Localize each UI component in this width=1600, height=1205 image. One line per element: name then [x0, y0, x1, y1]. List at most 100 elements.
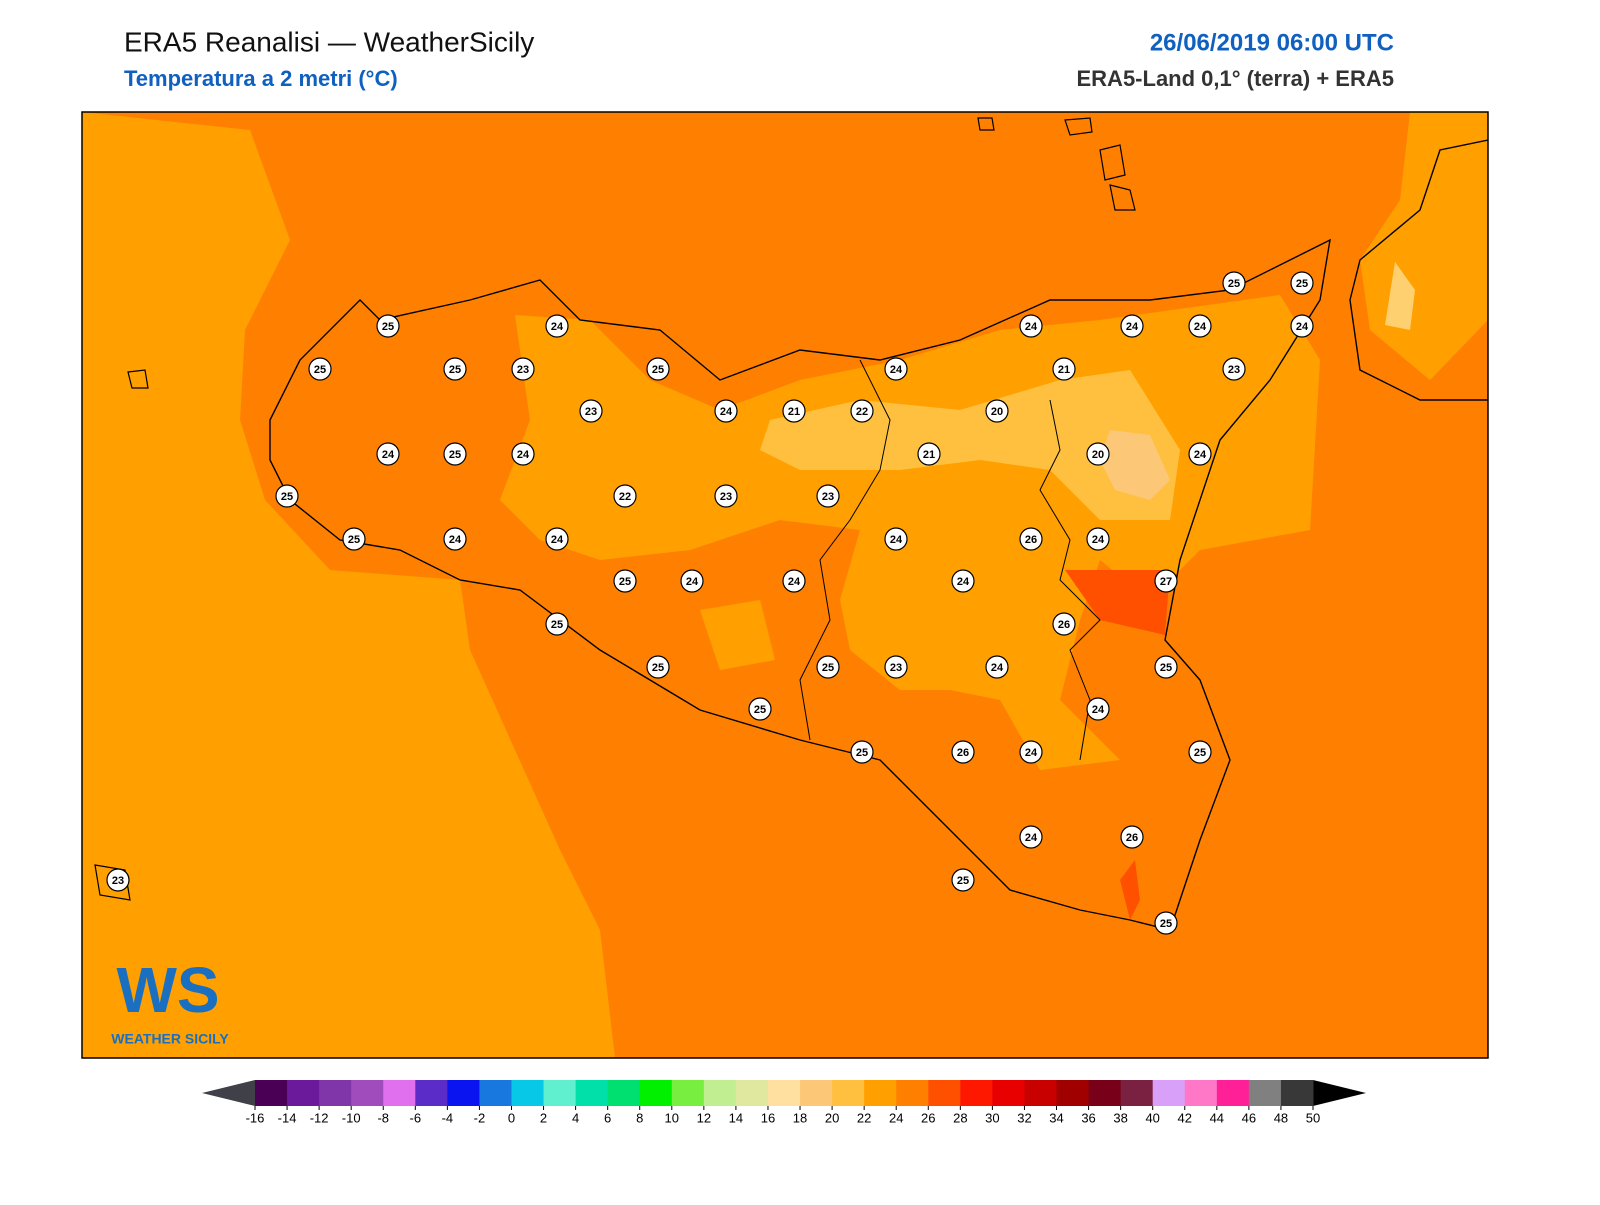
- station-value: 24: [1025, 832, 1038, 844]
- colorbar-tick-label: 48: [1274, 1110, 1288, 1125]
- station-value: 25: [449, 364, 461, 376]
- station: 24: [1290, 314, 1314, 338]
- station-marker: [1019, 314, 1043, 338]
- station-value: 24: [1296, 321, 1309, 333]
- station-value: 25: [314, 364, 326, 376]
- colorbar-tick-label: 20: [825, 1110, 839, 1125]
- station-value: 25: [449, 449, 461, 461]
- station-value: 24: [686, 576, 699, 588]
- station: 23: [579, 399, 603, 423]
- station-marker: [545, 612, 569, 636]
- colorbar-box: [896, 1080, 929, 1106]
- station: 24: [545, 527, 569, 551]
- station: 25: [1154, 655, 1178, 679]
- map: 25 24 25 25 23 25 23 24 21 22 24 20 24 21 24 24 25 25 24 23…: [81, 111, 1489, 1059]
- station: 24: [1120, 314, 1144, 338]
- colorbar-box: [447, 1080, 480, 1106]
- colorbar-box: [255, 1080, 288, 1106]
- colorbar-box: [1184, 1080, 1218, 1106]
- station-marker: [1120, 314, 1144, 338]
- station: 26: [1052, 612, 1076, 636]
- colorbar-tick-label: 2: [540, 1110, 547, 1125]
- station-marker: [545, 314, 569, 338]
- station: 25: [1222, 271, 1246, 295]
- station-value: 25: [1194, 747, 1206, 759]
- station: 23: [714, 484, 738, 508]
- colorbar-box: [671, 1080, 705, 1106]
- station: 23: [511, 357, 535, 381]
- station-value: 23: [517, 364, 529, 376]
- station-value: 21: [788, 406, 800, 418]
- station: 20: [985, 399, 1009, 423]
- colorbar-box: [735, 1080, 769, 1106]
- station-marker: [1120, 825, 1144, 849]
- colorbar-box: [832, 1080, 865, 1106]
- station-value: 24: [1092, 534, 1105, 546]
- station: 24: [376, 442, 400, 466]
- station-value: 25: [1160, 662, 1172, 674]
- colorbar-box: [1056, 1080, 1090, 1106]
- station-marker: [1154, 911, 1178, 935]
- station: 24: [511, 442, 535, 466]
- station-marker: [1188, 314, 1212, 338]
- stations: 25 24 25 25 23 25 23 24 21 22 24 20 24 21 24 24 25 25 24 23…: [106, 271, 1314, 935]
- station-marker: [1052, 612, 1076, 636]
- station-marker: [376, 442, 400, 466]
- station-marker: [511, 357, 535, 381]
- station-marker: [850, 399, 874, 423]
- station: 24: [884, 357, 908, 381]
- station-marker: [951, 740, 975, 764]
- station-value: 24: [517, 449, 530, 461]
- station-value: 24: [551, 321, 564, 333]
- station: 24: [985, 655, 1009, 679]
- station: 25: [308, 357, 332, 381]
- station: 26: [1019, 527, 1043, 551]
- colorbar-box: [1088, 1080, 1122, 1106]
- station: 25: [443, 357, 467, 381]
- colorbar-tick-label: 16: [761, 1110, 775, 1125]
- station-value: 25: [1228, 278, 1240, 290]
- colorbar-tick-label: 24: [889, 1110, 903, 1125]
- station-marker: [443, 527, 467, 551]
- station: 25: [443, 442, 467, 466]
- station-marker: [1019, 527, 1043, 551]
- colorbar-box: [511, 1080, 545, 1106]
- station: 25: [850, 740, 874, 764]
- station-marker: [1222, 357, 1246, 381]
- datetime: 26/06/2019 06:00 UTC: [1150, 29, 1394, 56]
- station-value: 24: [1025, 747, 1038, 759]
- colorbar-tick-label: 42: [1178, 1110, 1192, 1125]
- station-value: 23: [890, 662, 902, 674]
- station-marker: [275, 484, 299, 508]
- station: 26: [1120, 825, 1144, 849]
- station-marker: [850, 740, 874, 764]
- station: 21: [782, 399, 806, 423]
- colorbar-tick-label: 8: [636, 1110, 643, 1125]
- station-value: 23: [585, 406, 597, 418]
- colorbar-box: [1216, 1080, 1250, 1106]
- station-marker: [782, 569, 806, 593]
- colorbar-tick-label: 28: [953, 1110, 967, 1125]
- station-marker: [1086, 442, 1110, 466]
- station: 24: [1086, 527, 1110, 551]
- station-value: 24: [449, 534, 462, 546]
- station-value: 24: [382, 449, 395, 461]
- station: 24: [443, 527, 467, 551]
- station-value: 25: [957, 875, 969, 887]
- station-value: 24: [1194, 321, 1207, 333]
- station-marker: [545, 527, 569, 551]
- colorbar-box: [479, 1080, 512, 1106]
- field-26-28: [1065, 570, 1170, 635]
- station-value: 25: [281, 491, 293, 503]
- station: 25: [613, 569, 637, 593]
- station-marker: [342, 527, 366, 551]
- station: 25: [816, 655, 840, 679]
- station-marker: [951, 868, 975, 892]
- colorbar-box: [703, 1080, 737, 1106]
- colorbar-tick-label: -4: [442, 1110, 454, 1125]
- station-value: 20: [991, 406, 1003, 418]
- station: 24: [714, 399, 738, 423]
- colorbar-box: [864, 1080, 897, 1106]
- station-marker: [680, 569, 704, 593]
